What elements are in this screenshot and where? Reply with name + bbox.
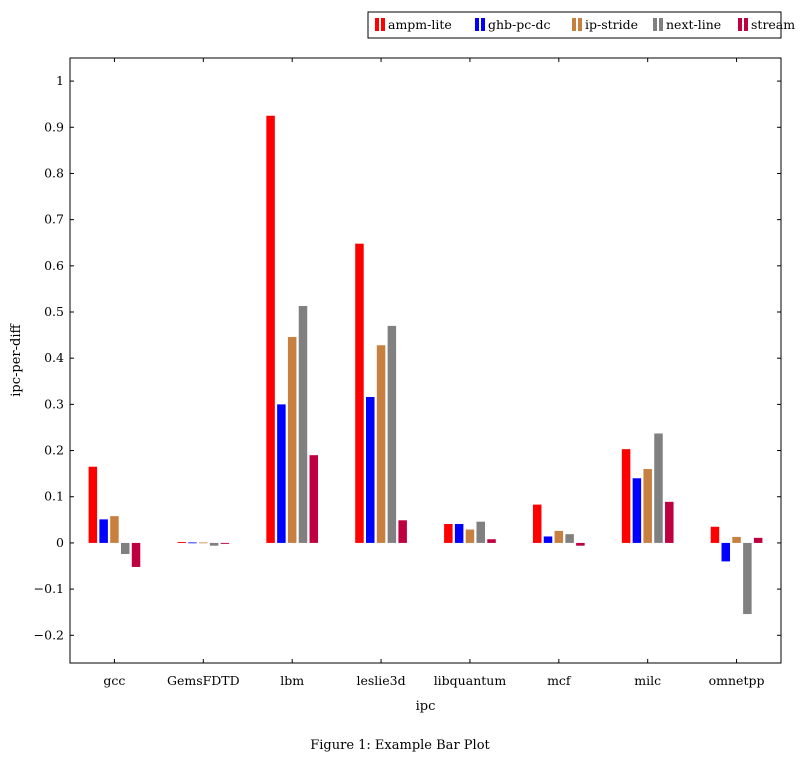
legend-label-ampm-lite: ampm-lite xyxy=(388,17,452,32)
bar-ghb-pc-dc-leslie3d xyxy=(366,396,375,543)
bar-stream-libquantum xyxy=(487,539,496,543)
bar-chart: −0.2 −0.1 0 0.1 0.2 0.3 0.4 0.5 0.6 0.7 0.8 0.9 1 gcc… xyxy=(9,11,795,714)
bar-ampm-lite-gcc xyxy=(88,466,98,543)
bar-ampm-lite-omnetpp xyxy=(710,526,720,543)
bar-ghb-pc-dc-lbm xyxy=(277,404,286,543)
bar-next-line-GemsFDTD xyxy=(209,542,219,546)
bar-ip-stride-lbm xyxy=(287,336,297,543)
bar-ampm-lite-GemsFDTD xyxy=(177,542,186,543)
legend-label-ip-stride: ip-stride xyxy=(585,17,638,32)
legend-swatch-stream xyxy=(738,18,742,31)
y-tick-label: 0.6 xyxy=(44,258,64,273)
y-tick-label: 0.7 xyxy=(44,212,64,227)
bar-next-line-leslie3d xyxy=(387,325,397,543)
y-tick-label: 0.3 xyxy=(44,396,64,411)
legend-label-ghb-pc-dc: ghb-pc-dc xyxy=(488,17,551,32)
legend-label-next-line: next-line xyxy=(666,17,721,32)
bar-stream-milc xyxy=(665,501,674,543)
x-tick-label: leslie3d xyxy=(356,673,405,688)
y-tick-label: 0.9 xyxy=(44,119,64,134)
bar-next-line-omnetpp xyxy=(743,542,752,615)
bar-ampm-lite-lbm xyxy=(266,115,275,543)
bar-stream-omnetpp xyxy=(753,537,763,543)
bar-stream-gcc xyxy=(131,542,141,567)
legend-swatch2-next-line xyxy=(659,18,663,31)
y-tick-label: −0.2 xyxy=(34,627,64,642)
bar-next-line-libquantum xyxy=(476,521,485,543)
y-tick-label: 0.5 xyxy=(44,304,64,319)
legend-label-stream: stream xyxy=(751,17,795,32)
y-tick-label: 1 xyxy=(56,73,64,88)
bar-ghb-pc-dc-omnetpp xyxy=(721,542,731,562)
y-tick-label: 0.2 xyxy=(44,443,64,458)
y-tick-label: 0 xyxy=(56,535,64,550)
y-tick-label: 0.8 xyxy=(44,165,64,180)
legend-swatch2-ampm-lite xyxy=(381,18,385,31)
bar-ghb-pc-dc-GemsFDTD xyxy=(188,542,197,544)
bar-next-line-milc xyxy=(654,433,663,543)
legend-swatch-ip-stride xyxy=(572,18,576,31)
legend-swatch2-stream xyxy=(744,18,748,31)
x-tick-label: mcf xyxy=(547,673,572,688)
x-axis-label: ipc xyxy=(416,699,436,714)
bar-ip-stride-GemsFDTD xyxy=(199,542,208,544)
bar-ip-stride-milc xyxy=(643,469,652,543)
bar-ampm-lite-mcf xyxy=(532,504,542,543)
bar-ip-stride-omnetpp xyxy=(732,536,741,543)
bar-ampm-lite-leslie3d xyxy=(355,243,364,543)
figure-caption: Figure 1: Example Bar Plot xyxy=(310,738,490,753)
bar-ip-stride-mcf xyxy=(554,530,564,543)
y-tick-label: −0.1 xyxy=(34,581,64,596)
x-tick-label: omnetpp xyxy=(709,673,765,688)
bar-stream-leslie3d xyxy=(398,520,407,543)
legend-swatch2-ghb-pc-dc xyxy=(481,18,485,31)
x-tick-label: gcc xyxy=(103,673,125,688)
bar-ghb-pc-dc-libquantum xyxy=(454,523,464,543)
bar-ghb-pc-dc-gcc xyxy=(99,519,108,543)
bar-stream-mcf xyxy=(576,542,585,546)
bar-ip-stride-libquantum xyxy=(465,529,475,543)
x-tick-label: lbm xyxy=(280,673,304,688)
bar-ghb-pc-dc-mcf xyxy=(543,536,553,543)
bar-stream-GemsFDTD xyxy=(220,542,230,544)
bar-ampm-lite-milc xyxy=(621,449,631,543)
bar-next-line-gcc xyxy=(120,542,130,555)
x-tick-label: libquantum xyxy=(434,673,507,688)
bar-ghb-pc-dc-milc xyxy=(632,478,642,543)
bar-next-line-lbm xyxy=(298,306,308,543)
bar-ampm-lite-libquantum xyxy=(444,523,453,543)
legend-swatch-ghb-pc-dc xyxy=(475,18,479,31)
y-axis-label: ipc-per-diff xyxy=(9,322,24,396)
bar-ip-stride-leslie3d xyxy=(376,345,386,543)
y-tick-label: 0.1 xyxy=(44,489,64,504)
plot-frame xyxy=(69,57,782,664)
legend-swatch-ampm-lite xyxy=(375,18,379,31)
y-tick-label: 0.4 xyxy=(44,350,64,365)
bar-next-line-mcf xyxy=(565,534,574,543)
legend-swatch2-ip-stride xyxy=(578,18,582,31)
legend-swatch-next-line xyxy=(653,18,657,31)
bar-stream-lbm xyxy=(309,455,319,543)
x-tick-label: milc xyxy=(634,673,661,688)
x-tick-label: GemsFDTD xyxy=(167,673,240,688)
bar-ip-stride-gcc xyxy=(110,516,119,543)
